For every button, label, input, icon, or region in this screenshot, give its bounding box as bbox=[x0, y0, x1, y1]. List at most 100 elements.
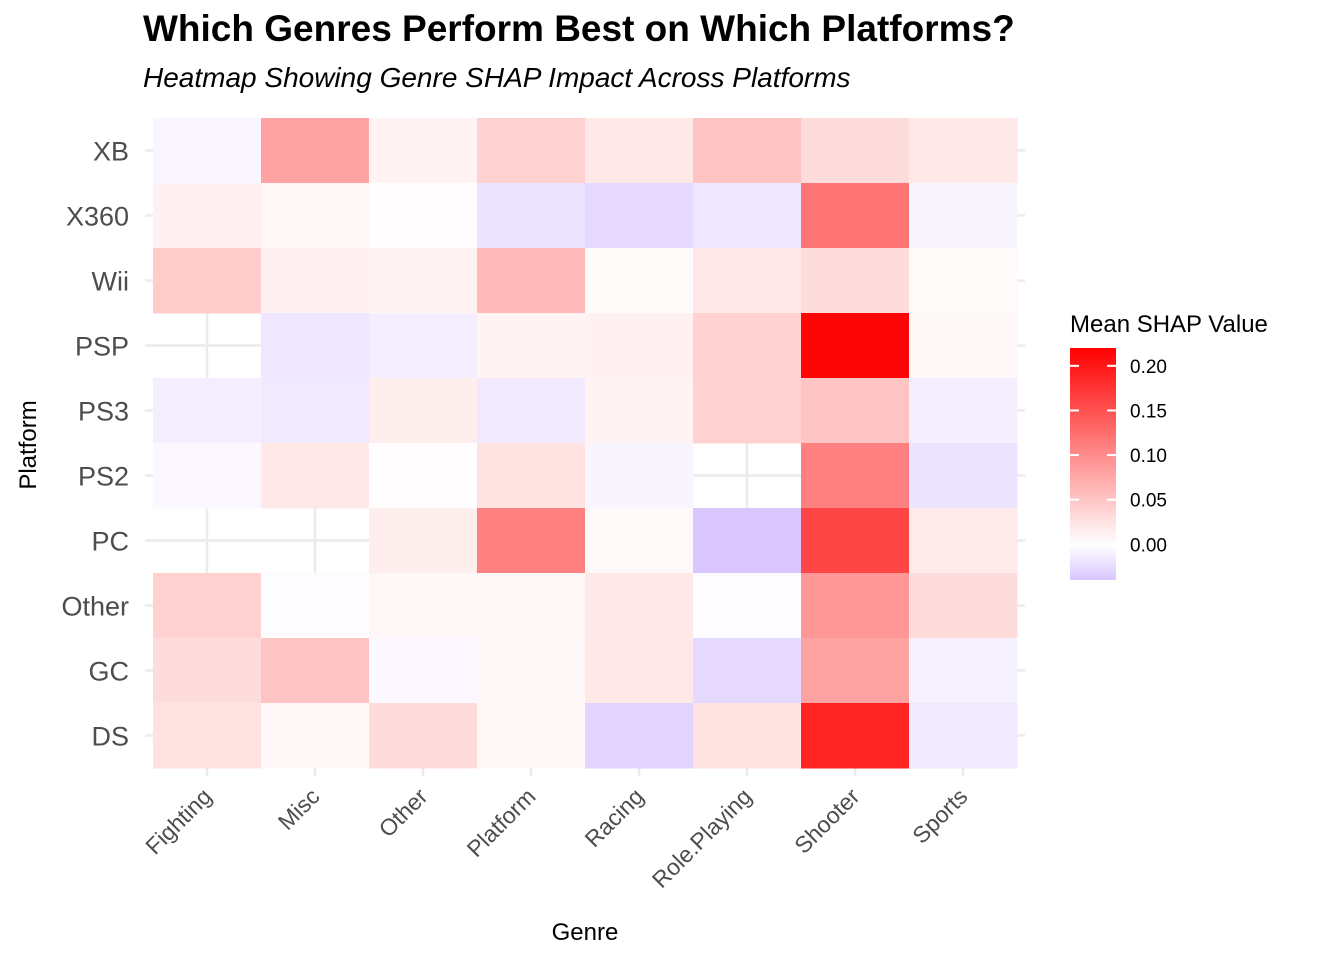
heatmap-cell-wii-racing bbox=[585, 248, 694, 314]
heatmap-cell-pc-shooter bbox=[801, 508, 910, 574]
heatmap-cell-gc-sports bbox=[909, 638, 1018, 704]
y-tick-label: Other bbox=[61, 592, 129, 622]
heatmap-cell-ds-fighting bbox=[153, 703, 262, 769]
heatmap-cell-wii-platform bbox=[477, 248, 586, 314]
x-axis-title: Genre bbox=[552, 919, 619, 946]
y-tick-label: PS2 bbox=[78, 462, 129, 492]
x-tick-label: Platform bbox=[462, 783, 541, 862]
x-tick-label: Sports bbox=[907, 783, 972, 848]
x-axis-ticks: Fighting Misc Other Platform RacingRole.Play… bbox=[140, 783, 972, 893]
heatmap-cell-ds-other bbox=[369, 703, 478, 769]
legend-tick-label: 0.20 bbox=[1130, 357, 1167, 378]
heatmap-cell-wii-role-playing bbox=[693, 248, 802, 314]
heatmap-cell-psp-role-playing bbox=[693, 313, 802, 379]
x-tick-label: Other bbox=[373, 783, 432, 842]
heatmap-cell-ds-misc bbox=[261, 703, 370, 769]
heatmap-cell-ps2-other bbox=[369, 443, 478, 509]
legend-tick-label: 0.05 bbox=[1130, 491, 1167, 512]
heatmap-cell-ps3-other bbox=[369, 378, 478, 444]
y-tick-label: X360 bbox=[66, 202, 129, 232]
heatmap-cell-pc-role-playing bbox=[693, 508, 802, 574]
heatmap-cell-wii-other bbox=[369, 248, 478, 314]
heatmap-cell-x360-racing bbox=[585, 183, 694, 249]
x-tick-label: Misc bbox=[273, 783, 325, 835]
y-tick-label: PSP bbox=[75, 332, 129, 362]
y-tick-label: DS bbox=[91, 722, 129, 752]
heatmap-cell-other-sports bbox=[909, 573, 1018, 639]
heatmap-cell-ps3-role-playing bbox=[693, 378, 802, 444]
heatmap-cell-ps2-shooter bbox=[801, 443, 910, 509]
heatmap-cell-other-misc bbox=[261, 573, 370, 639]
heatmap-cell-wii-sports bbox=[909, 248, 1018, 314]
heatmap-cell-other-racing bbox=[585, 573, 694, 639]
heatmap-cell-ps2-fighting bbox=[153, 443, 262, 509]
heatmap-cell-other-fighting bbox=[153, 573, 262, 639]
x-tick-label: Fighting bbox=[140, 783, 216, 859]
heatmap-cell-ps2-misc bbox=[261, 443, 370, 509]
heatmap-cell-x360-role-playing bbox=[693, 183, 802, 249]
heatmap-cell-xb-fighting bbox=[153, 118, 262, 184]
y-tick-label: XB bbox=[93, 137, 129, 167]
heatmap-cell-psp-other bbox=[369, 313, 478, 379]
legend-tick-label: 0.00 bbox=[1130, 535, 1167, 556]
heatmap-cell-ds-shooter bbox=[801, 703, 910, 769]
heatmap-cell-gc-platform bbox=[477, 638, 586, 704]
heatmap-cell-x360-fighting bbox=[153, 183, 262, 249]
heatmap-cell-ds-sports bbox=[909, 703, 1018, 769]
heatmap-cell-x360-misc bbox=[261, 183, 370, 249]
heatmap-cell-ps3-sports bbox=[909, 378, 1018, 444]
heatmap-cell-pc-sports bbox=[909, 508, 1018, 574]
x-tick-label: Role.Playing bbox=[647, 783, 757, 893]
heatmap-cell-gc-misc bbox=[261, 638, 370, 704]
heatmap-cell-ds-platform bbox=[477, 703, 586, 769]
heatmap-cell-xb-misc bbox=[261, 118, 370, 184]
legend-title: Mean SHAP Value bbox=[1070, 311, 1268, 338]
heatmap-cell-pc-other bbox=[369, 508, 478, 574]
heatmap-cell-xb-platform bbox=[477, 118, 586, 184]
legend-colorbar bbox=[1070, 348, 1116, 580]
heatmap-cell-psp-racing bbox=[585, 313, 694, 379]
heatmap-cell-gc-shooter bbox=[801, 638, 910, 704]
chart-subtitle: Heatmap Showing Genre SHAP Impact Across… bbox=[143, 62, 851, 93]
heatmap-cell-gc-other bbox=[369, 638, 478, 704]
y-tick-label: PC bbox=[91, 527, 129, 557]
heatmap-cell-ds-racing bbox=[585, 703, 694, 769]
heatmap-cell-xb-other bbox=[369, 118, 478, 184]
heatmap-cell-ps2-racing bbox=[585, 443, 694, 509]
heatmap-cell-ps3-fighting bbox=[153, 378, 262, 444]
heatmap-cell-x360-sports bbox=[909, 183, 1018, 249]
heatmap-cell-wii-fighting bbox=[153, 248, 262, 314]
heatmap-cell-wii-shooter bbox=[801, 248, 910, 314]
heatmap-cell-x360-other bbox=[369, 183, 478, 249]
heatmap-cell-xb-role-playing bbox=[693, 118, 802, 184]
heatmap-cell-x360-shooter bbox=[801, 183, 910, 249]
heatmap-cell-other-platform bbox=[477, 573, 586, 639]
heatmap-cell-other-role-playing bbox=[693, 573, 802, 639]
x-tick-label: Shooter bbox=[789, 783, 865, 859]
heatmap-cell-ps3-misc bbox=[261, 378, 370, 444]
heatmap-cell-psp-shooter bbox=[801, 313, 910, 379]
heatmap-cell-xb-sports bbox=[909, 118, 1018, 184]
heatmap-cell-pc-racing bbox=[585, 508, 694, 574]
heatmap-cell-xb-shooter bbox=[801, 118, 910, 184]
legend: Mean SHAP Value 0.00 0.05 0.10 0.15 0.20 bbox=[1070, 311, 1268, 580]
heatmap-cell-ps3-platform bbox=[477, 378, 586, 444]
heatmap-cell-psp-misc bbox=[261, 313, 370, 379]
heatmap-cell-ds-role-playing bbox=[693, 703, 802, 769]
legend-tick-label: 0.10 bbox=[1130, 446, 1167, 467]
heatmap-cell-ps3-racing bbox=[585, 378, 694, 444]
heatmap-cell-gc-role-playing bbox=[693, 638, 802, 704]
heatmap-cell-xb-racing bbox=[585, 118, 694, 184]
legend-tick-label: 0.15 bbox=[1130, 401, 1167, 422]
heatmap-cell-gc-fighting bbox=[153, 638, 262, 704]
heatmap-cells bbox=[153, 118, 1018, 769]
heatmap-cell-psp-platform bbox=[477, 313, 586, 379]
heatmap-cell-wii-misc bbox=[261, 248, 370, 314]
heatmap-cell-x360-platform bbox=[477, 183, 586, 249]
x-tick-label: Racing bbox=[580, 783, 649, 852]
y-tick-label: PS3 bbox=[78, 397, 129, 427]
heatmap-cell-other-other bbox=[369, 573, 478, 639]
chart-title: Which Genres Perform Best on Which Platf… bbox=[143, 8, 1015, 49]
y-axis-title: Platform bbox=[15, 400, 42, 489]
